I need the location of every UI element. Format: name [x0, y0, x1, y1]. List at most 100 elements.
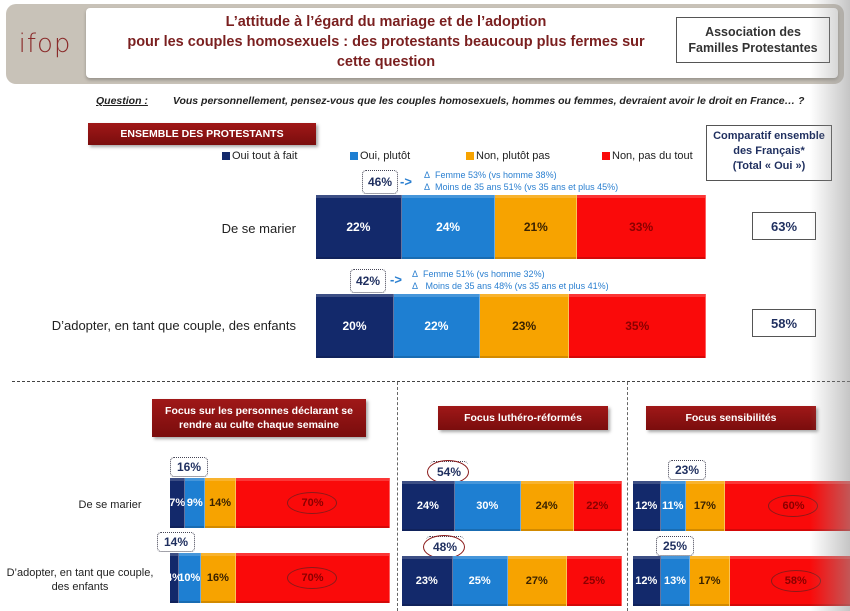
delta-icon: Δ — [412, 269, 419, 279]
legend-label: Oui tout à fait — [232, 150, 298, 162]
data-label: 7% — [169, 497, 186, 509]
data-label: 33% — [629, 220, 654, 234]
section-label-culte: Focus sur les personnes déclarant se ren… — [152, 399, 366, 437]
arrow-icon: -> — [390, 272, 402, 287]
row-label-adopter: D’adopter, en tant que couple, des enfan… — [51, 318, 296, 333]
comparatif-value-adopter: 58% — [752, 309, 816, 337]
arrow-icon: -> — [400, 174, 412, 189]
bar-ensemble-marier: 22% 24% 21% 33% — [316, 195, 706, 259]
legend-swatch — [222, 152, 230, 160]
delta-annotation: Δ Femme 53% (vs homme 38%) Δ Moins de 35… — [424, 169, 618, 193]
organization-box: Association des Familles Protestantes — [676, 17, 830, 63]
bar-culte-marier: 7% 9% 14% 70% — [169, 478, 390, 528]
org-line: Association des — [705, 25, 801, 39]
seg-non-pas-du-tout: 60% — [724, 481, 850, 531]
data-label: 70% — [301, 497, 324, 509]
logo-text: ifop — [18, 29, 72, 59]
seg-non-pas-du-tout: 25% — [566, 556, 622, 606]
data-label: 11% — [662, 500, 684, 512]
data-label: 12% — [635, 575, 658, 587]
data-label: 22% — [346, 220, 371, 234]
total-oui-adopter: 42% — [350, 269, 386, 293]
seg-oui-plutot: 10% — [178, 553, 201, 603]
delta-line: Femme 51% (vs homme 32%) — [423, 269, 545, 279]
data-label: 13% — [664, 575, 687, 587]
data-label: 17% — [698, 575, 721, 587]
section-label-ensemble: ENSEMBLE DES PROTESTANTS — [88, 123, 316, 145]
title-line: L’attitude à l’égard du mariage et de l’… — [225, 14, 547, 30]
seg-oui-plutot: 24% — [401, 195, 496, 259]
seg-non-plutot-pas: 21% — [495, 195, 578, 259]
data-label: 23% — [512, 319, 537, 333]
data-label: 70% — [301, 572, 324, 584]
legend-swatch — [466, 152, 474, 160]
seg-non-pas-du-tout: 70% — [235, 478, 390, 528]
row-label-adopter-bottom: D’adopter, en tant que couple, des enfan… — [6, 567, 154, 593]
data-label: 10% — [178, 572, 201, 584]
total-oui-marier: 46% — [362, 170, 398, 194]
seg-non-plutot-pas: 17% — [685, 481, 725, 531]
section-divider — [12, 381, 850, 382]
seg-non-pas-du-tout: 22% — [573, 481, 622, 531]
seg-non-plutot-pas: 17% — [690, 556, 730, 606]
delta-icon: Δ — [424, 182, 431, 192]
data-label: 9% — [186, 497, 203, 509]
legend-swatch — [602, 152, 610, 160]
delta-icon: Δ — [412, 281, 419, 291]
page-title: L’attitude à l’égard du mariage et de l’… — [116, 12, 656, 72]
total-oui-sensibilites-marier: 23% — [668, 460, 706, 480]
total-oui-culte-adopter: 14% — [157, 532, 195, 552]
data-label: 21% — [523, 220, 548, 234]
seg-oui-plutot: 9% — [185, 478, 206, 528]
data-label: 25% — [582, 575, 605, 587]
data-label: 4% — [165, 572, 182, 584]
row-label-marier-bottom: De se marier — [78, 499, 142, 511]
bar-sensibilites-adopter: 12% 13% 17% 58% — [633, 556, 850, 606]
seg-non-plutot-pas: 23% — [479, 294, 570, 358]
seg-oui-tout-a-fait: 12% — [633, 556, 661, 606]
header-panel: L’attitude à l’égard du mariage et de l’… — [86, 8, 838, 78]
seg-oui-tout-a-fait: 7% — [169, 478, 186, 528]
data-label: 16% — [206, 572, 229, 584]
title-line: pour les couples homosexuels : des prote… — [127, 34, 645, 50]
seg-oui-tout-a-fait: 22% — [316, 195, 402, 259]
seg-non-plutot-pas: 24% — [520, 481, 574, 531]
total-oui-luthero-marier: 54% — [430, 461, 468, 481]
seg-oui-plutot: 22% — [394, 294, 480, 358]
question-text: Vous personnellement, pensez-vous que le… — [172, 95, 805, 107]
chart-legend: Oui tout à fait Oui, plutôt Non, plutôt … — [222, 150, 702, 164]
data-label: 60% — [782, 500, 805, 512]
question: Question : Vous personnellement, pensez-… — [96, 95, 804, 107]
legend-label: Non, pas du tout — [612, 150, 693, 162]
section-label-luthero-reformes: Focus luthéro-réformés — [438, 406, 608, 430]
total-oui-sensibilites-adopter: 25% — [656, 536, 694, 556]
comparatif-line: (Total « Oui ») — [732, 160, 806, 172]
ifop-logo: ifop — [8, 8, 82, 80]
delta-annotation: Δ Femme 51% (vs homme 32%) Δ Moins de 35… — [412, 268, 609, 292]
data-label: 27% — [525, 575, 548, 587]
section-label-sensibilites: Focus sensibilités — [646, 406, 816, 430]
data-label: 24% — [535, 500, 558, 512]
data-label: 24% — [436, 220, 461, 234]
seg-oui-plutot: 25% — [452, 556, 508, 606]
delta-icon: Δ — [424, 170, 431, 180]
org-line: Familles Protestantes — [688, 41, 818, 55]
total-oui-luthero-adopter: 48% — [426, 536, 464, 556]
data-label: 22% — [586, 500, 609, 512]
row-label-marier: De se marier — [221, 221, 296, 236]
data-label: 25% — [468, 575, 491, 587]
seg-non-plutot-pas: 14% — [205, 478, 236, 528]
data-label: 20% — [342, 319, 367, 333]
question-label: Question : — [96, 95, 148, 107]
total-oui-culte-marier: 16% — [170, 457, 208, 477]
column-divider — [397, 382, 398, 611]
delta-line: Moins de 35 ans 48% (vs 35 ans et plus 4… — [425, 281, 609, 291]
seg-non-plutot-pas: 16% — [200, 553, 236, 603]
delta-line: Femme 53% (vs homme 38%) — [435, 170, 557, 180]
seg-oui-tout-a-fait: 20% — [316, 294, 394, 358]
seg-non-pas-du-tout: 58% — [729, 556, 850, 606]
data-label: 58% — [784, 575, 807, 587]
data-label: 22% — [424, 319, 449, 333]
data-label: 12% — [635, 500, 658, 512]
comparatif-line: des Français* — [733, 145, 805, 157]
